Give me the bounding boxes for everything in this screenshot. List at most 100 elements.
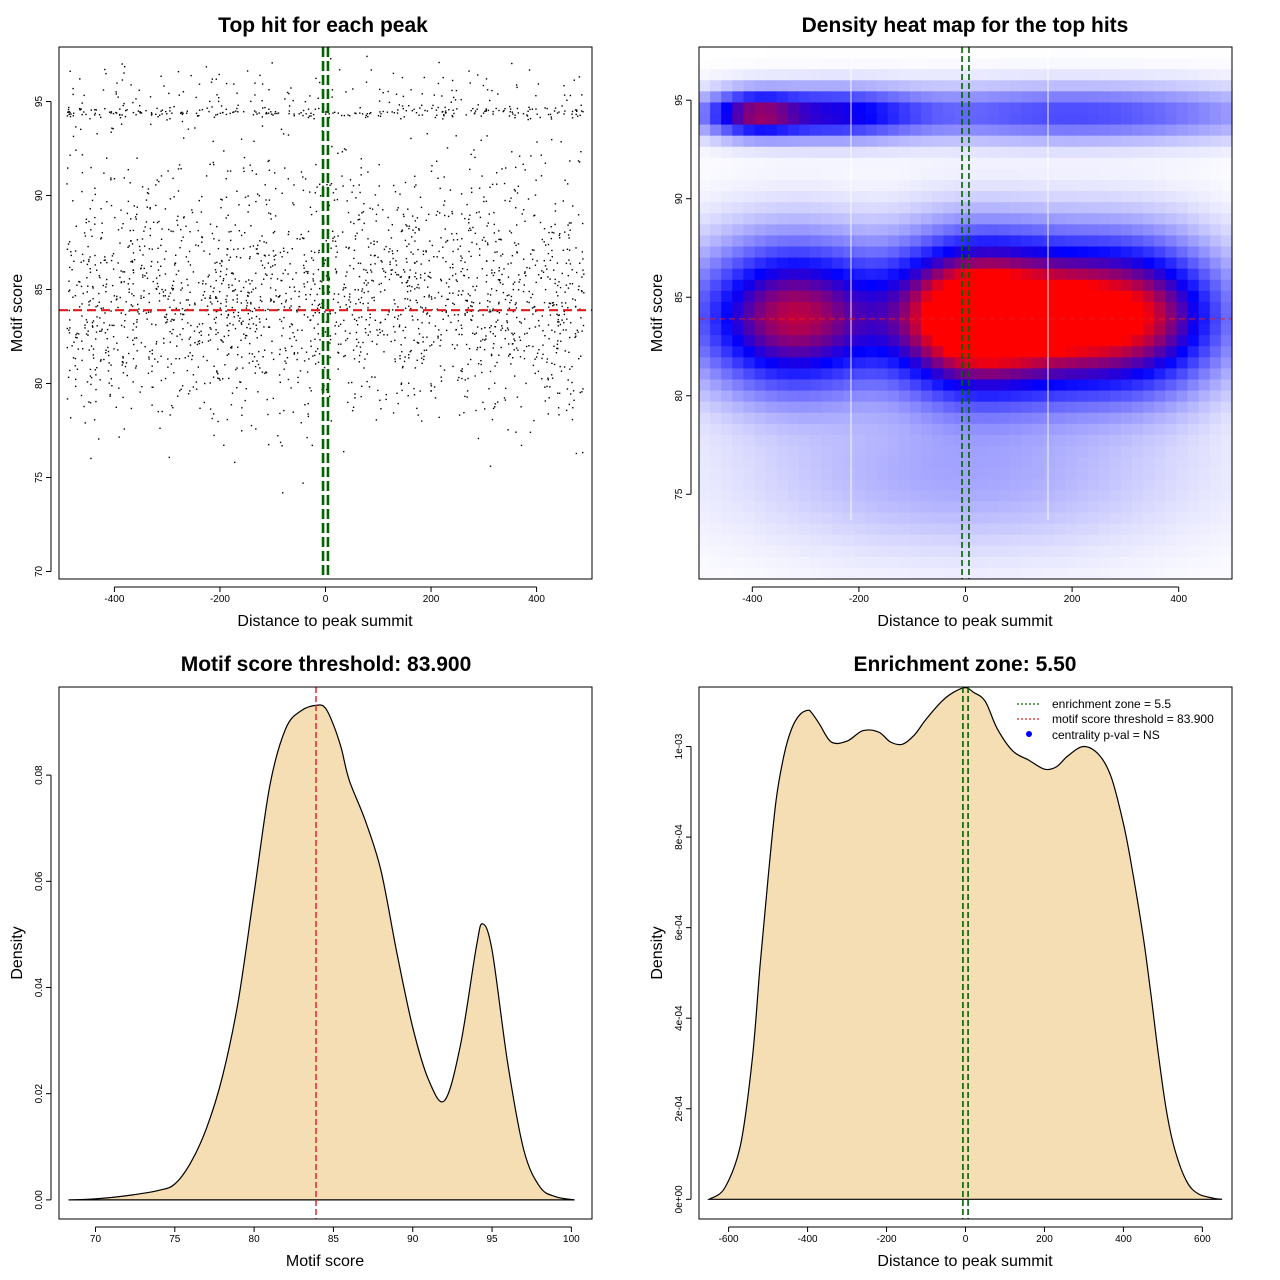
scatter-point [290,305,292,307]
scatter-point [416,359,418,361]
heatmap-cell [921,69,933,81]
heatmap-cell [843,168,856,181]
heatmap-cell [921,401,933,414]
heatmap-cell [810,279,822,292]
heatmap-cell [932,235,944,248]
scatter-point [178,164,181,166]
heatmap-cell [1120,213,1133,225]
heatmap-cell [1198,168,1211,181]
scatter-point [230,404,233,406]
scatter-point [112,336,115,338]
heatmap-cell [765,556,778,569]
x-tick-label: -400 [742,594,762,605]
heatmap-cell [965,290,978,303]
scatter-point [358,275,361,278]
heatmap-cell [1187,124,1200,137]
heatmap-cell [965,58,978,70]
heatmap-cell [854,446,867,458]
heatmap-cell [1209,534,1222,547]
scatter-point [470,358,472,361]
heatmap-cell [732,168,745,181]
heatmap-cell [810,401,822,414]
scatter-point [390,273,392,275]
scatter-point [408,105,410,107]
scatter-point [300,422,302,424]
heatmap-cell [1209,390,1222,403]
heatmap-cell [854,368,867,381]
scatter-point [504,338,506,340]
scatter-point [493,232,495,234]
scatter-point [124,115,127,118]
heatmap-cell [776,257,789,270]
heatmap-cell [1098,523,1111,536]
scatter-point [367,307,369,309]
heatmap-cell [1043,135,1055,148]
heatmap-cell [843,379,856,392]
heatmap-cell [887,113,900,126]
scatter-point [130,240,132,242]
heatmap-cell [987,501,1000,514]
heatmap-cell [743,357,756,370]
scatter-point [361,385,363,387]
scatter-point [425,251,427,253]
heatmap-cell [1065,346,1078,358]
scatter-point [480,340,482,342]
scatter-point [110,177,112,179]
heatmap-cell [754,368,767,381]
scatter-point [466,300,468,302]
heatmap-cell [821,423,833,436]
heatmap-cell [1154,168,1166,181]
scatter-point [304,178,307,180]
heatmap-cell [854,324,867,336]
heatmap-cell [1109,168,1122,181]
scatter-point [78,280,80,283]
heatmap-cell [821,523,833,536]
scatter-title: Top hit for each peak [218,14,428,37]
scatter-point [254,372,256,374]
heatmap-cell [1209,301,1222,314]
scatter-point [90,345,93,347]
heatmap-cell [1198,324,1211,336]
scatter-point [425,307,427,309]
scatter-point [261,264,264,266]
heatmap-cell [1143,401,1155,414]
scatter-point [392,309,394,311]
scatter-point [461,327,463,330]
heatmap-cell [1043,180,1055,192]
scatter-point [406,291,409,293]
scatter-point [220,270,222,273]
scatter-point [318,251,320,254]
scatter-point [571,365,573,368]
heatmap-cell [965,47,978,59]
heatmap-cell [998,146,1011,159]
heatmap-cell [1087,567,1100,580]
scatter-point [86,277,88,279]
heatmap-cell [1087,446,1100,458]
heatmap-cell [1143,224,1155,237]
scatter-point [388,101,391,104]
scatter-point [448,292,451,294]
scatter-point [161,109,164,111]
heatmap-cell [887,335,900,347]
heatmap-cell [721,224,733,237]
heatmap-cell [743,479,756,491]
scatter-point [308,115,311,117]
scatter-point [306,371,309,373]
heatmap-cell [1098,346,1111,358]
heatmap-cell [1154,257,1166,270]
scatter-point [349,264,351,267]
scatter-point [238,230,241,232]
heatmap-cell [1087,556,1100,569]
heatmap-cell [699,368,711,381]
scatter-point [113,295,116,297]
heatmap-cell [1043,390,1055,403]
heatmap-cell [898,224,911,237]
heatmap-cell [1043,246,1055,259]
heatmap-cell [943,268,955,281]
heatmap-cell [1021,224,1033,237]
heatmap-cell [1043,91,1055,104]
heatmap-cell [1132,246,1144,259]
heatmap-cell [1043,301,1055,314]
heatmap-cell [1009,434,1022,447]
heatmap-cell [1198,412,1211,425]
